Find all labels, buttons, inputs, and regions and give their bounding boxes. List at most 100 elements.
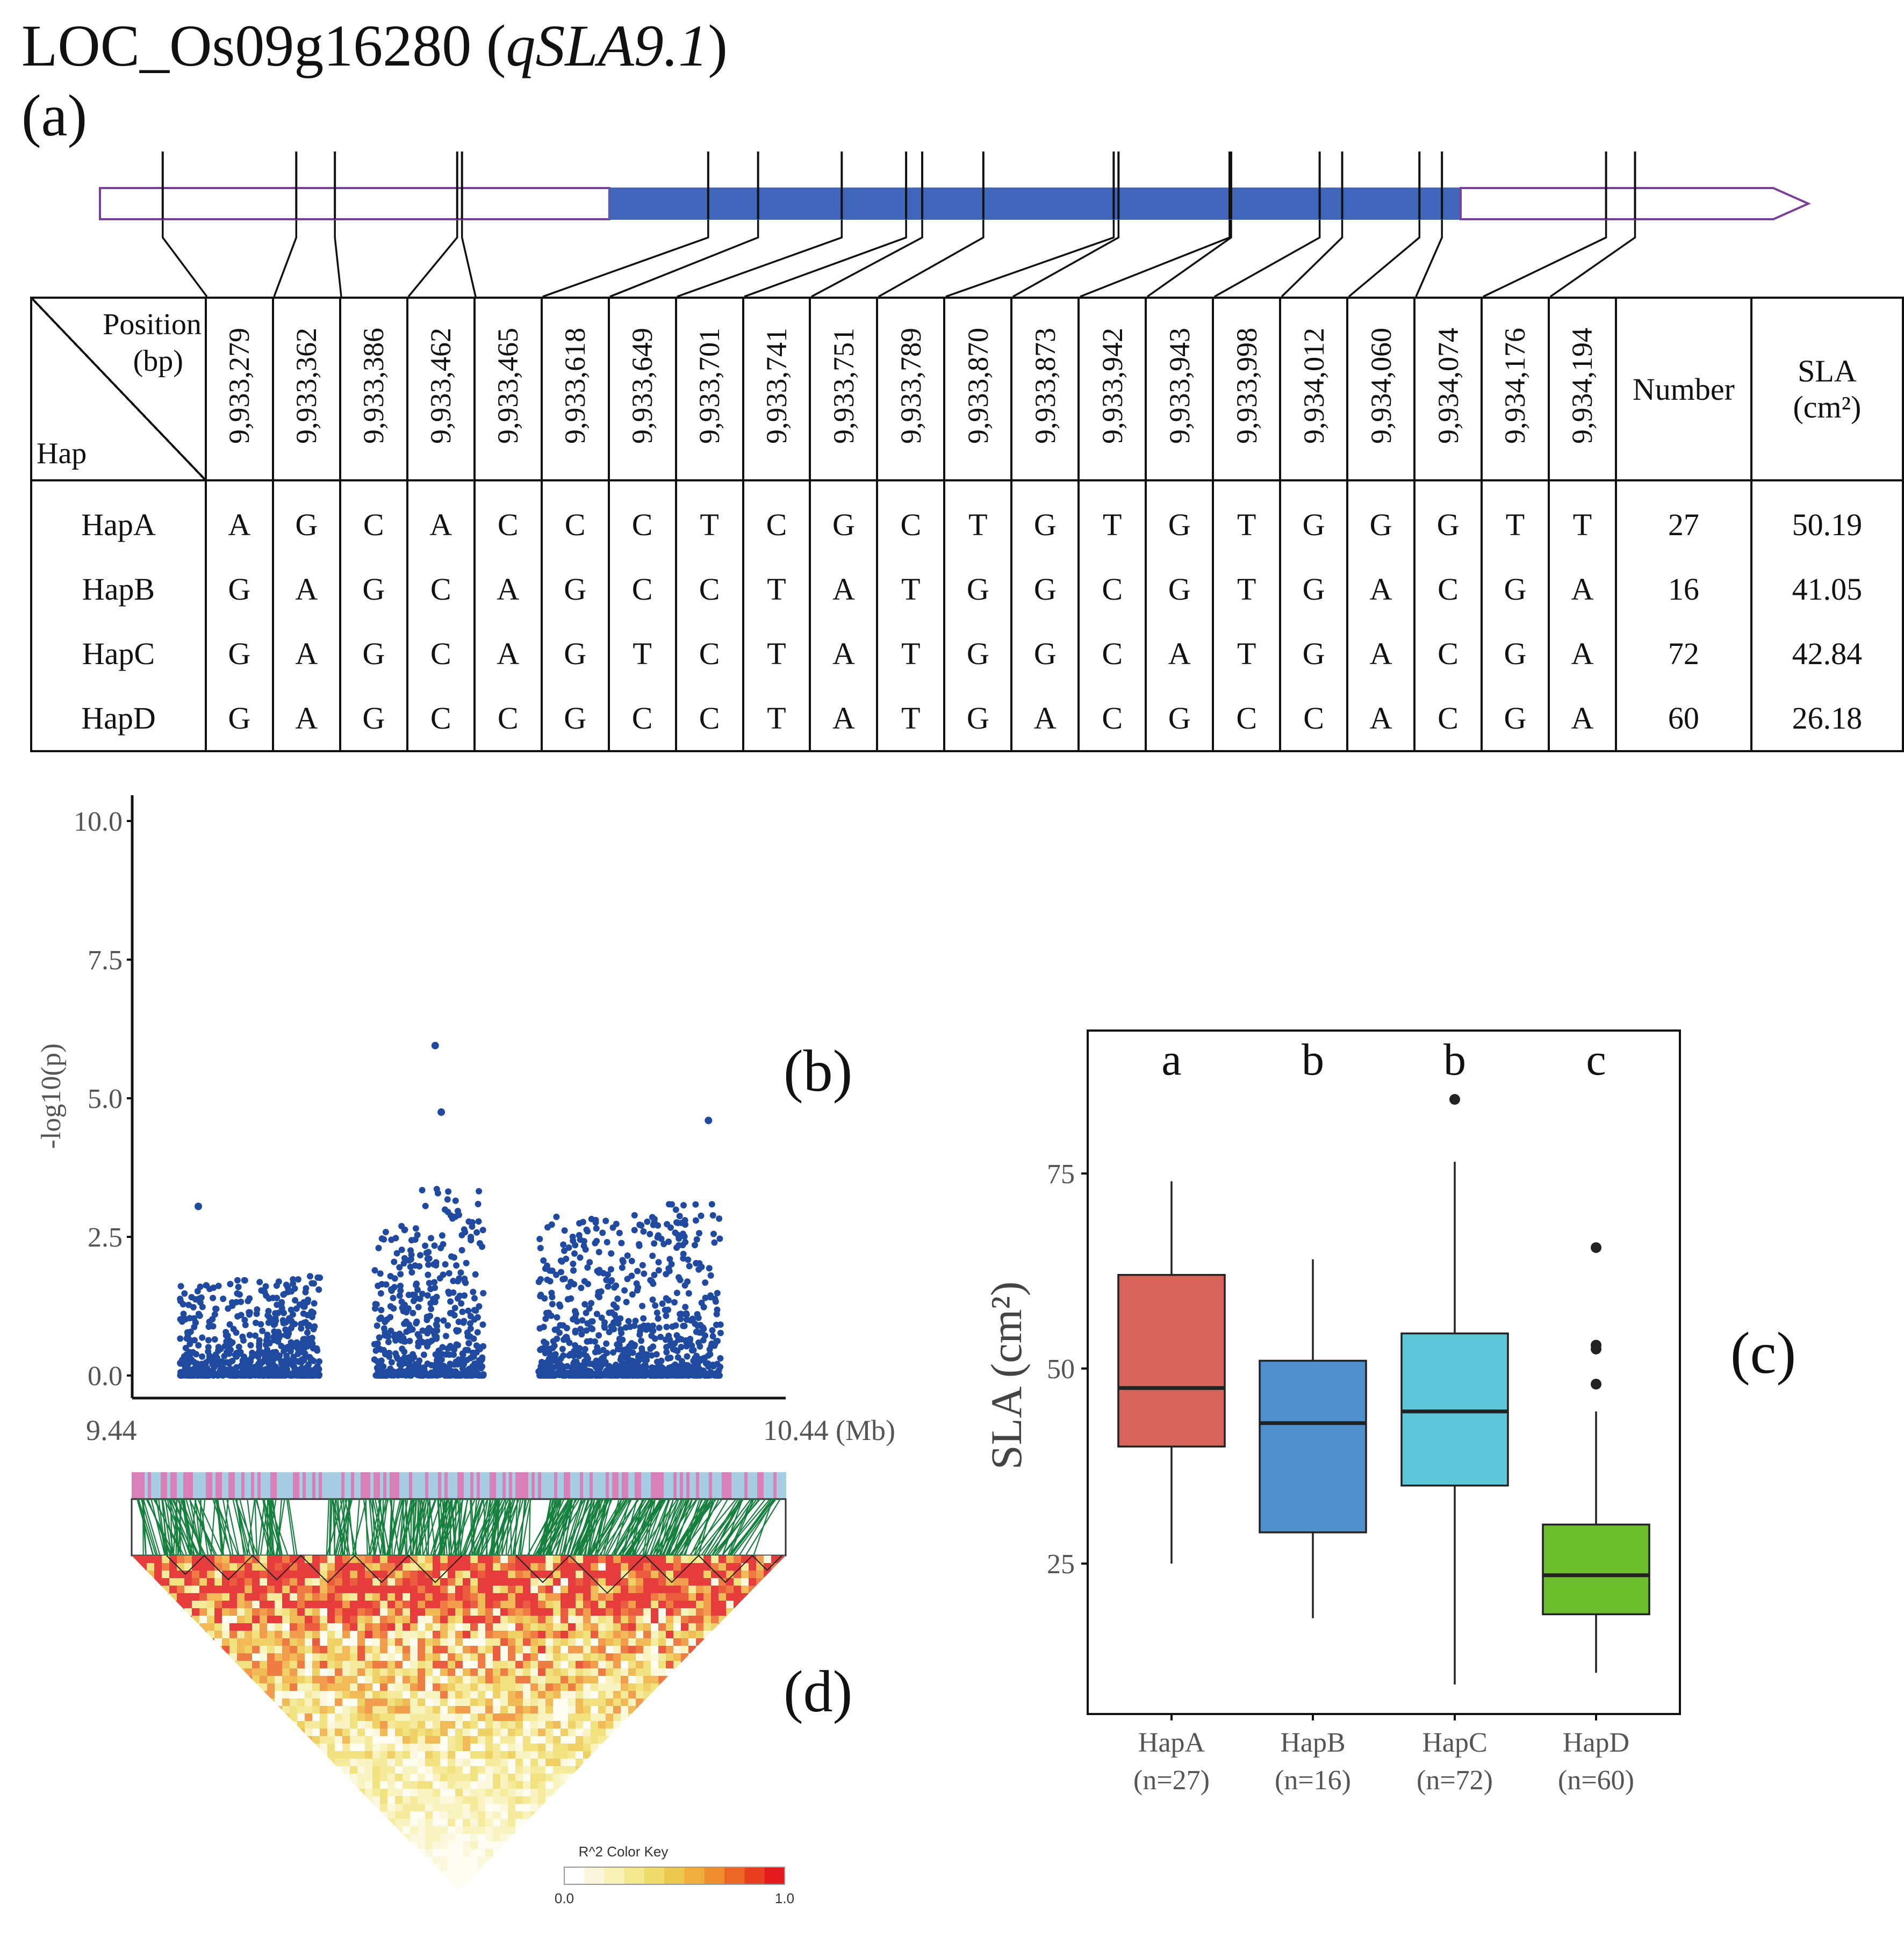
snp-point [246,1331,253,1338]
ld-cell [403,1578,410,1586]
ld-cell [252,1713,260,1721]
ld-cell [538,1601,545,1608]
ld-cell [162,1706,169,1713]
ld-cell [207,1691,214,1698]
allele-cell: G [1145,480,1213,557]
ld-cell [357,1661,365,1668]
allele-cell: C [876,480,945,557]
ld-cell [598,1571,606,1578]
ld-cell [621,1736,628,1744]
ld-cell [493,1586,500,1593]
ld-cell [545,1676,553,1683]
track-segment [373,1472,377,1499]
ld-cell [154,1653,162,1661]
ld-cell [651,1736,658,1744]
ld-cell [583,1571,591,1578]
ld-cell [350,1721,357,1729]
ld-cell [455,1713,463,1721]
track-segment [699,1472,702,1499]
ld-cell [779,1736,786,1744]
ld-cell [500,1729,508,1736]
snp-point [471,1316,478,1323]
ld-cell [425,1593,433,1601]
ld-cell [380,1586,387,1593]
track-segment [186,1472,190,1499]
ld-cell [177,1563,184,1571]
ld-cell [297,1721,305,1729]
ld-cell [290,1586,297,1593]
mapping-line [563,1499,583,1556]
ld-cell [749,1653,756,1661]
ld-cell [771,1608,779,1616]
snp-point [231,1371,238,1378]
ld-cell [184,1563,192,1571]
ld-cell [245,1676,252,1683]
ld-cell [169,1676,177,1683]
ld-cell [147,1691,154,1698]
track-segment [357,1472,361,1499]
track-segment [648,1472,651,1499]
ld-cell [312,1653,320,1661]
ld-cell [500,1683,508,1691]
ld-cell [229,1601,237,1608]
ld-cell [335,1631,342,1638]
track-segment [683,1472,686,1499]
ld-cell [636,1653,643,1661]
ld-cell [327,1646,335,1653]
snp-point [416,1263,423,1270]
mapping-line [389,1499,392,1556]
snp-point [424,1338,431,1345]
ld-cell [192,1631,199,1638]
allele-cell: A [1547,686,1616,751]
ld-cell [418,1571,425,1578]
ld-cell [207,1556,214,1563]
ld-cell [267,1623,275,1631]
snp-point [398,1298,405,1305]
ld-cell [636,1623,643,1631]
snp-point [257,1321,264,1328]
ld-cell [538,1571,545,1578]
ld-cell [576,1668,583,1676]
ld-cell [357,1608,365,1616]
ld-cell [192,1676,199,1683]
ld-cell [455,1729,463,1736]
mapping-line [138,1499,157,1556]
ld-cell [448,1676,455,1683]
mapping-line [455,1499,469,1556]
ld-cell [320,1616,327,1623]
ld-cell [380,1691,387,1698]
ld-cell [493,1668,500,1676]
ld-cell [530,1713,538,1721]
ld-cell [470,1698,478,1706]
ld-cell [719,1593,726,1601]
ld-cell [222,1623,229,1631]
ld-cell [628,1586,636,1593]
track-segment [145,1472,148,1499]
ld-cell [493,1683,500,1691]
snp-point [382,1229,389,1235]
ld-cell [696,1646,703,1653]
ld-cell [463,1623,470,1631]
track-segment [154,1472,157,1499]
gene-structure-diagram [99,152,1811,298]
haplotype-name: HapD [81,700,156,736]
snp-point [707,1272,714,1279]
ld-cell [553,1578,561,1586]
ld-cell [267,1593,275,1601]
ld-cell [139,1593,147,1601]
ld-cell [711,1736,719,1744]
mapping-line [509,1499,512,1556]
ld-cell [222,1556,229,1563]
snp-point [624,1252,631,1259]
ld-cell [651,1706,658,1713]
ld-cell [711,1578,719,1586]
ld-cell [613,1571,621,1578]
ld-cell [433,1691,440,1698]
snp-point [294,1350,301,1357]
snp-point [265,1319,272,1326]
ld-cell [500,1623,508,1631]
ld-cell [628,1638,636,1646]
allele-cell: G [1010,480,1079,557]
ld-cell [764,1653,771,1661]
snp-point [615,1371,622,1378]
